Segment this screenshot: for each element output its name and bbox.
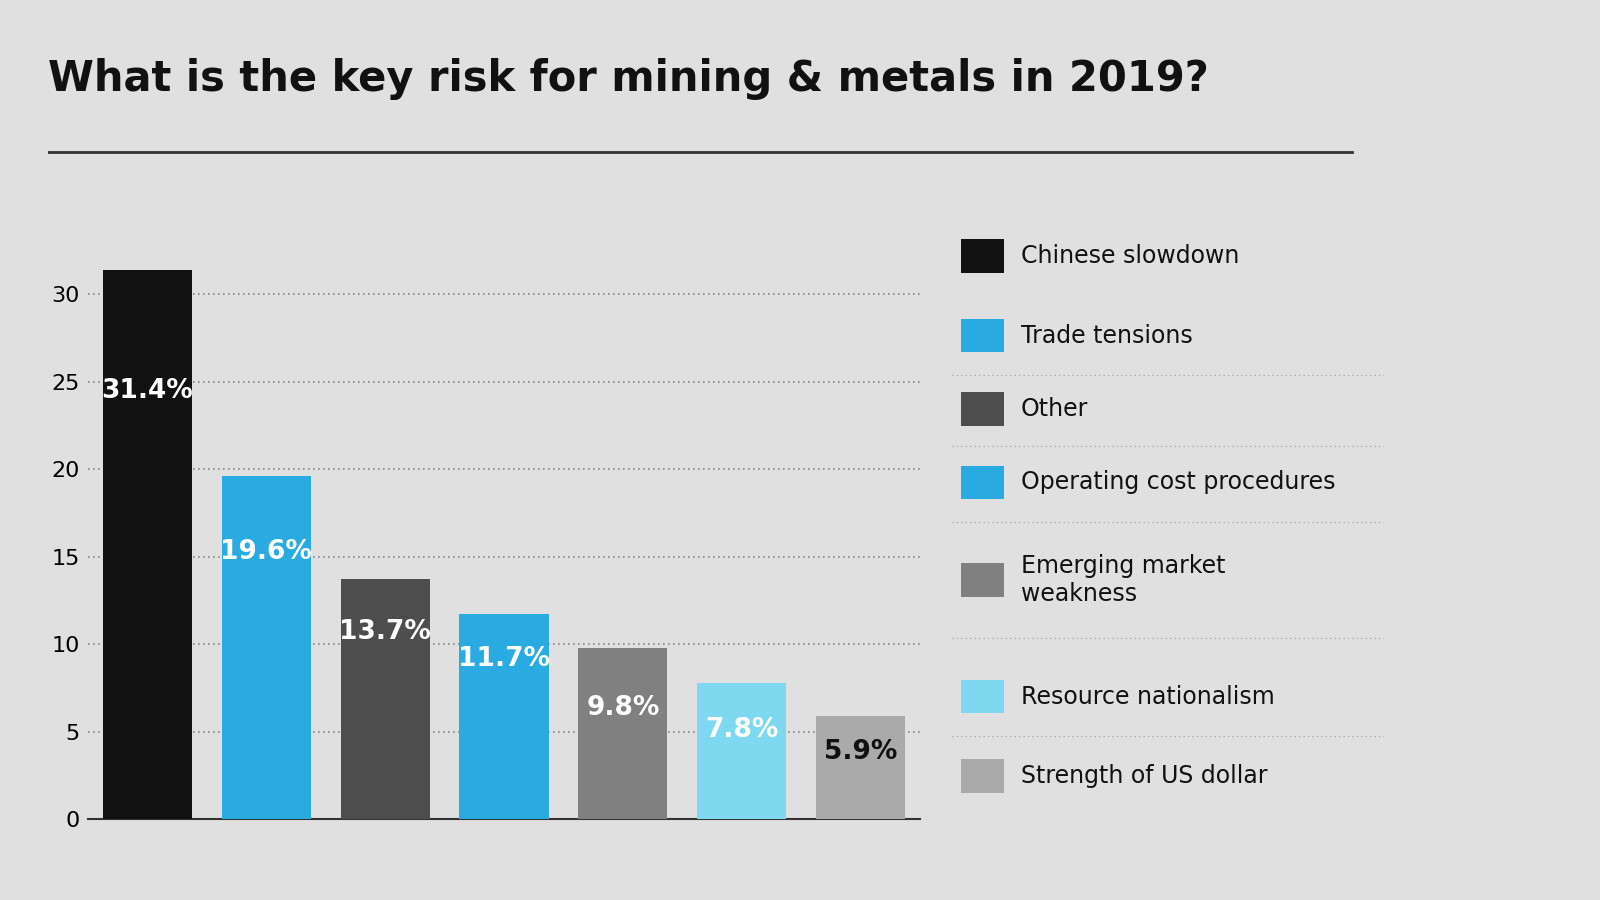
Bar: [960, 760, 1003, 793]
Text: 5.9%: 5.9%: [824, 739, 898, 765]
Bar: [960, 563, 1003, 598]
Text: Trade tensions: Trade tensions: [1021, 323, 1194, 347]
Text: 11.7%: 11.7%: [458, 646, 550, 672]
Bar: [459, 615, 549, 819]
Text: 9.8%: 9.8%: [586, 695, 659, 721]
Text: What is the key risk for mining & metals in 2019?: What is the key risk for mining & metals…: [48, 58, 1210, 100]
Bar: [960, 680, 1003, 714]
Bar: [960, 319, 1003, 352]
Text: 31.4%: 31.4%: [101, 378, 194, 404]
Bar: [698, 682, 786, 819]
Text: Emerging market
weakness: Emerging market weakness: [1021, 554, 1226, 607]
Text: Strength of US dollar: Strength of US dollar: [1021, 764, 1267, 788]
Bar: [960, 465, 1003, 500]
Bar: [341, 580, 430, 819]
Bar: [960, 392, 1003, 426]
Text: 19.6%: 19.6%: [221, 539, 312, 564]
Bar: [578, 648, 667, 819]
Text: 7.8%: 7.8%: [706, 717, 779, 743]
Bar: [816, 716, 906, 819]
Text: Chinese slowdown: Chinese slowdown: [1021, 244, 1240, 268]
Text: Other: Other: [1021, 397, 1088, 421]
Bar: [960, 239, 1003, 273]
Text: Resource nationalism: Resource nationalism: [1021, 685, 1275, 708]
Text: Operating cost procedures: Operating cost procedures: [1021, 471, 1336, 494]
Text: 13.7%: 13.7%: [339, 619, 430, 645]
Bar: [102, 270, 192, 819]
Bar: [222, 476, 310, 819]
